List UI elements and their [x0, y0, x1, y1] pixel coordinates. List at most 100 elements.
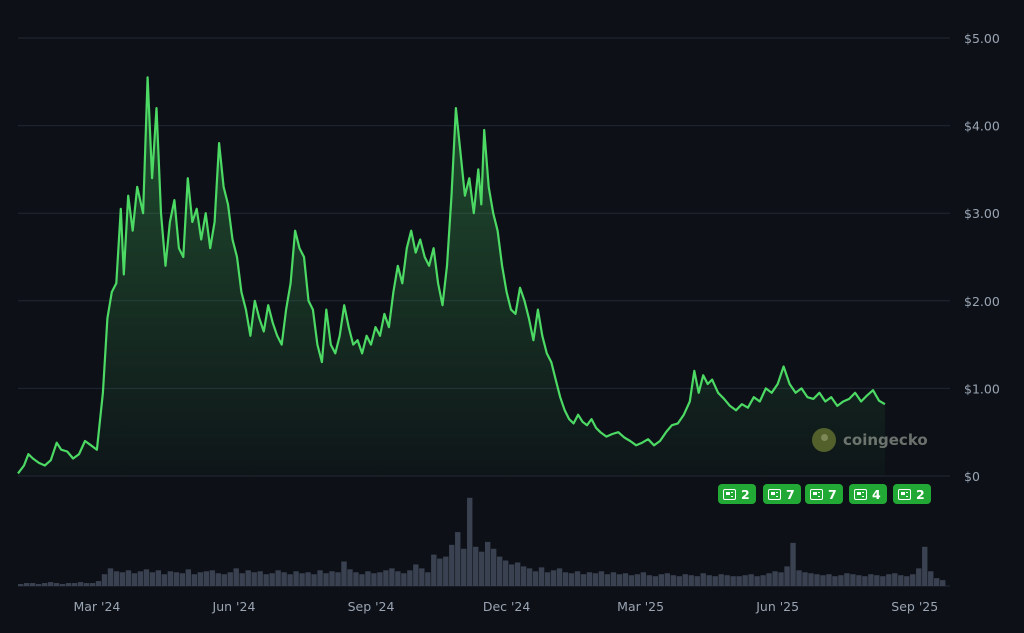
- volume-bar: [419, 568, 425, 586]
- volume-bar: [323, 573, 329, 586]
- volume-bar: [473, 546, 479, 586]
- volume-bar: [574, 571, 581, 586]
- volume-bar: [23, 583, 30, 586]
- news-badge[interactable]: 2: [893, 484, 931, 504]
- volume-bar: [904, 576, 910, 586]
- y-tick-label: $0: [964, 469, 980, 484]
- x-tick-label: Mar '25: [617, 599, 664, 614]
- volume-bar: [311, 574, 317, 586]
- x-tick-label: Dec '24: [483, 599, 531, 614]
- volume-bar: [826, 574, 832, 586]
- volume-bar: [53, 583, 60, 586]
- volume-bar: [233, 568, 239, 586]
- volume-bar: [628, 575, 635, 586]
- volume-bar: [293, 571, 299, 586]
- volume-bar: [802, 572, 808, 586]
- volume-bar: [790, 542, 796, 586]
- volume-bar: [161, 574, 168, 586]
- volume-bar: [449, 544, 455, 586]
- news-badge[interactable]: 4: [849, 484, 887, 504]
- volume-bar: [401, 573, 407, 586]
- volume-bar: [65, 583, 72, 586]
- volume-bar: [844, 573, 850, 586]
- volume-bar: [359, 574, 365, 586]
- volume-bar: [748, 574, 754, 586]
- volume-bar: [916, 568, 922, 586]
- y-tick-label: $2.00: [964, 294, 1000, 309]
- volume-bar: [35, 584, 42, 586]
- volume-bar: [490, 548, 497, 586]
- volume-bar: [347, 569, 353, 586]
- volume-bar: [910, 574, 916, 586]
- news-badge-count: 4: [872, 486, 881, 502]
- x-tick-label: Jun '24: [212, 599, 256, 614]
- volume-bar: [604, 574, 611, 586]
- volume-bar: [640, 572, 647, 586]
- volume-bar: [245, 570, 251, 586]
- volume-bar: [107, 568, 114, 586]
- volume-bar: [461, 548, 467, 586]
- volume-bar: [377, 572, 383, 586]
- volume-bar: [281, 572, 287, 586]
- y-tick-label: $4.00: [964, 119, 1000, 134]
- y-tick-label: $5.00: [964, 31, 1000, 46]
- volume-bar: [856, 575, 862, 586]
- price-area: [17, 76, 886, 477]
- volume-bar: [682, 574, 688, 586]
- volume-bar: [341, 561, 347, 586]
- volume-bar: [898, 575, 904, 586]
- volume-bar: [754, 576, 760, 586]
- volume-bar: [389, 568, 395, 586]
- volume-bar: [730, 576, 736, 586]
- volume-bar: [820, 575, 826, 586]
- volume-bar: [694, 576, 700, 586]
- news-badge-count: 2: [741, 486, 750, 502]
- volume-bar: [131, 573, 138, 586]
- volume-bar: [173, 572, 180, 586]
- volume-bar: [185, 569, 192, 586]
- watermark-text: coingecko: [843, 431, 928, 449]
- volume-bar: [137, 571, 144, 586]
- volume-bar: [700, 573, 706, 586]
- y-tick-label: $3.00: [964, 206, 1000, 221]
- volume-bar: [670, 575, 676, 586]
- volume-bar: [550, 570, 557, 586]
- volume-bar: [586, 572, 593, 586]
- volume-bar: [772, 571, 778, 586]
- volume-bar: [724, 575, 730, 586]
- volume-bar: [886, 574, 892, 586]
- volume-bar: [413, 564, 419, 586]
- volume-bar: [778, 572, 784, 586]
- volume-bar: [940, 580, 946, 586]
- volume-bar: [808, 573, 814, 586]
- volume-bar: [155, 570, 162, 586]
- news-badge[interactable]: 7: [763, 484, 801, 504]
- volume-bar: [431, 554, 437, 586]
- volume-bar: [616, 574, 623, 586]
- volume-bar: [592, 573, 599, 586]
- news-badge[interactable]: 2: [718, 484, 756, 504]
- volume-bar: [89, 583, 96, 586]
- volume-bar: [922, 546, 928, 586]
- newspaper-icon: [854, 488, 867, 500]
- volume-bar: [562, 572, 569, 586]
- volume-bar: [508, 564, 515, 586]
- volume-bar: [257, 571, 263, 586]
- price-area-fill: [18, 77, 885, 477]
- volume-bar: [892, 573, 898, 586]
- newspaper-icon: [898, 488, 911, 500]
- volume-bar: [329, 571, 335, 586]
- news-badge[interactable]: 7: [805, 484, 843, 504]
- volume-bar: [664, 573, 670, 586]
- coingecko-watermark: coingecko: [812, 428, 928, 452]
- x-tick-label: Jun '25: [755, 599, 799, 614]
- volume-bar: [197, 572, 203, 586]
- news-badge-count: 7: [786, 486, 795, 502]
- volume-bar: [880, 576, 886, 586]
- volume-bar: [658, 574, 665, 586]
- volume-bar: [203, 571, 209, 586]
- volume-bar: [784, 566, 790, 586]
- volume-bar: [287, 574, 293, 586]
- volume-bar: [263, 574, 269, 586]
